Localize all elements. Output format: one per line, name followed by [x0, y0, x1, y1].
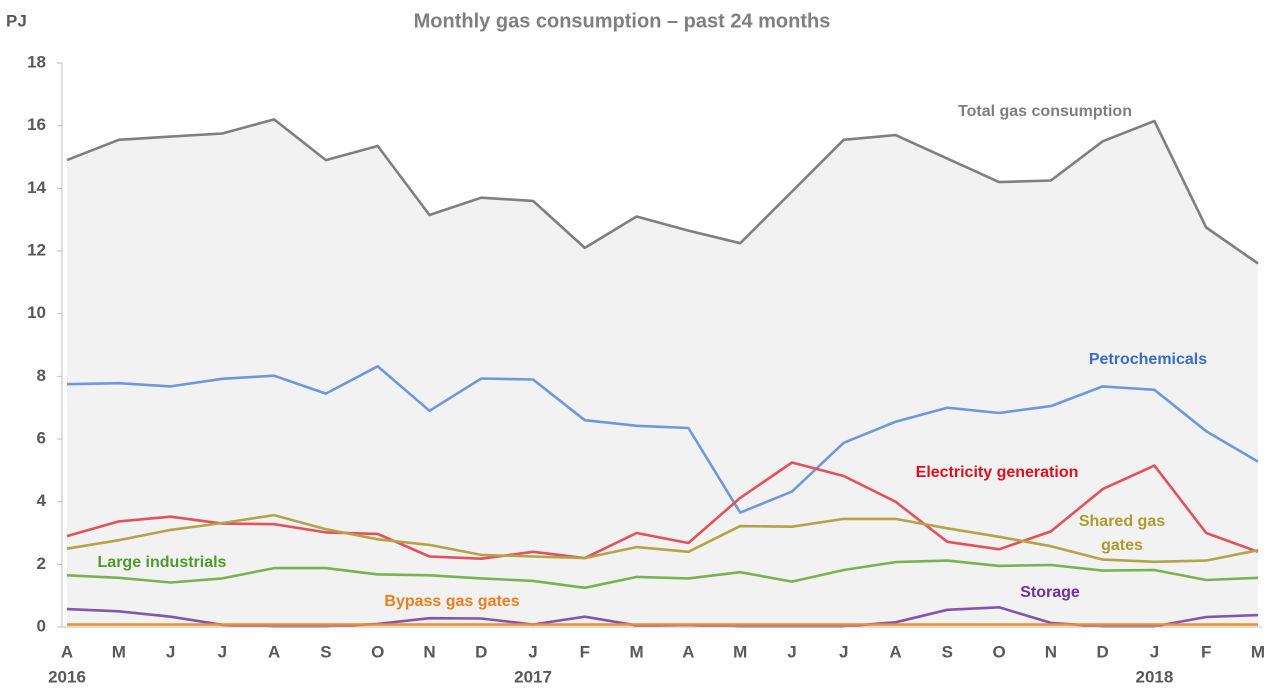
series-label-text: Large industrials	[97, 554, 227, 571]
series-label-text: Bypass gas gates	[384, 593, 520, 610]
x-tick-label: A	[682, 642, 694, 661]
x-tick-label: M	[733, 642, 747, 661]
x-tick-label: J	[218, 642, 227, 661]
year-label: 2018	[1136, 667, 1174, 686]
series-label: Shared gas gates	[1078, 513, 1166, 554]
y-tick-label: 18	[27, 52, 46, 71]
series-label-text: Petrochemicals	[1088, 351, 1208, 368]
x-tick-label: A	[61, 642, 73, 661]
series-label-text: Storage	[1020, 584, 1080, 601]
y-tick-label: 4	[37, 491, 47, 510]
area	[67, 119, 1258, 628]
line	[66, 365, 1259, 514]
x-tick-label: N	[423, 642, 435, 661]
x-tick-label: J	[1150, 642, 1159, 661]
series-label-text: Total gas consumption	[958, 103, 1132, 120]
y-tick-label: 10	[27, 303, 46, 322]
y-tick-label: 6	[37, 428, 46, 447]
x-tick-label: A	[268, 642, 280, 661]
series-label: Petrochemicals	[1088, 351, 1208, 368]
x-tick-label: N	[1045, 642, 1057, 661]
year-label: 2016	[48, 667, 86, 686]
x-tick-label: M	[1251, 642, 1265, 661]
x-tick-label: J	[839, 642, 848, 661]
x-tick-label: J	[166, 642, 175, 661]
x-tick-label: A	[889, 642, 901, 661]
x-tick-label: S	[942, 642, 953, 661]
line	[66, 461, 1259, 560]
line	[66, 513, 1259, 564]
series-label-text: Electricity generation	[915, 464, 1079, 481]
x-tick-label: D	[1097, 642, 1109, 661]
x-tick-label: M	[630, 642, 644, 661]
x-tick-label: M	[112, 642, 126, 661]
x-tick-label: S	[320, 642, 331, 661]
y-tick-label: 12	[27, 240, 46, 259]
y-axis-label: PJ	[6, 11, 27, 30]
series-label: Bypass gas gates	[384, 593, 520, 610]
x-tick-label: F	[1201, 642, 1211, 661]
x-tick-label: J	[528, 642, 537, 661]
series-label: Electricity generation	[915, 464, 1079, 481]
x-tick-label: D	[475, 642, 487, 661]
x-tick-label: O	[371, 642, 384, 661]
chart-title: Monthly gas consumption – past 24 months	[414, 10, 831, 32]
line	[66, 559, 1259, 590]
series-label: Total gas consumption	[958, 103, 1132, 120]
y-tick-label: 16	[27, 115, 46, 134]
y-tick-label: 8	[37, 366, 46, 385]
y-tick-label: 0	[37, 616, 46, 635]
series-label: Large industrials	[97, 554, 227, 571]
line	[66, 118, 1259, 265]
x-tick-label: J	[787, 642, 796, 661]
series-label: Storage	[1020, 584, 1080, 601]
x-tick-label: O	[992, 642, 1005, 661]
x-tick-label: F	[580, 642, 590, 661]
series-label-text: Shared gas gates	[1078, 513, 1166, 554]
y-tick-label: 2	[37, 554, 46, 573]
y-tick-label: 14	[27, 178, 46, 197]
year-label: 2017	[514, 667, 552, 686]
